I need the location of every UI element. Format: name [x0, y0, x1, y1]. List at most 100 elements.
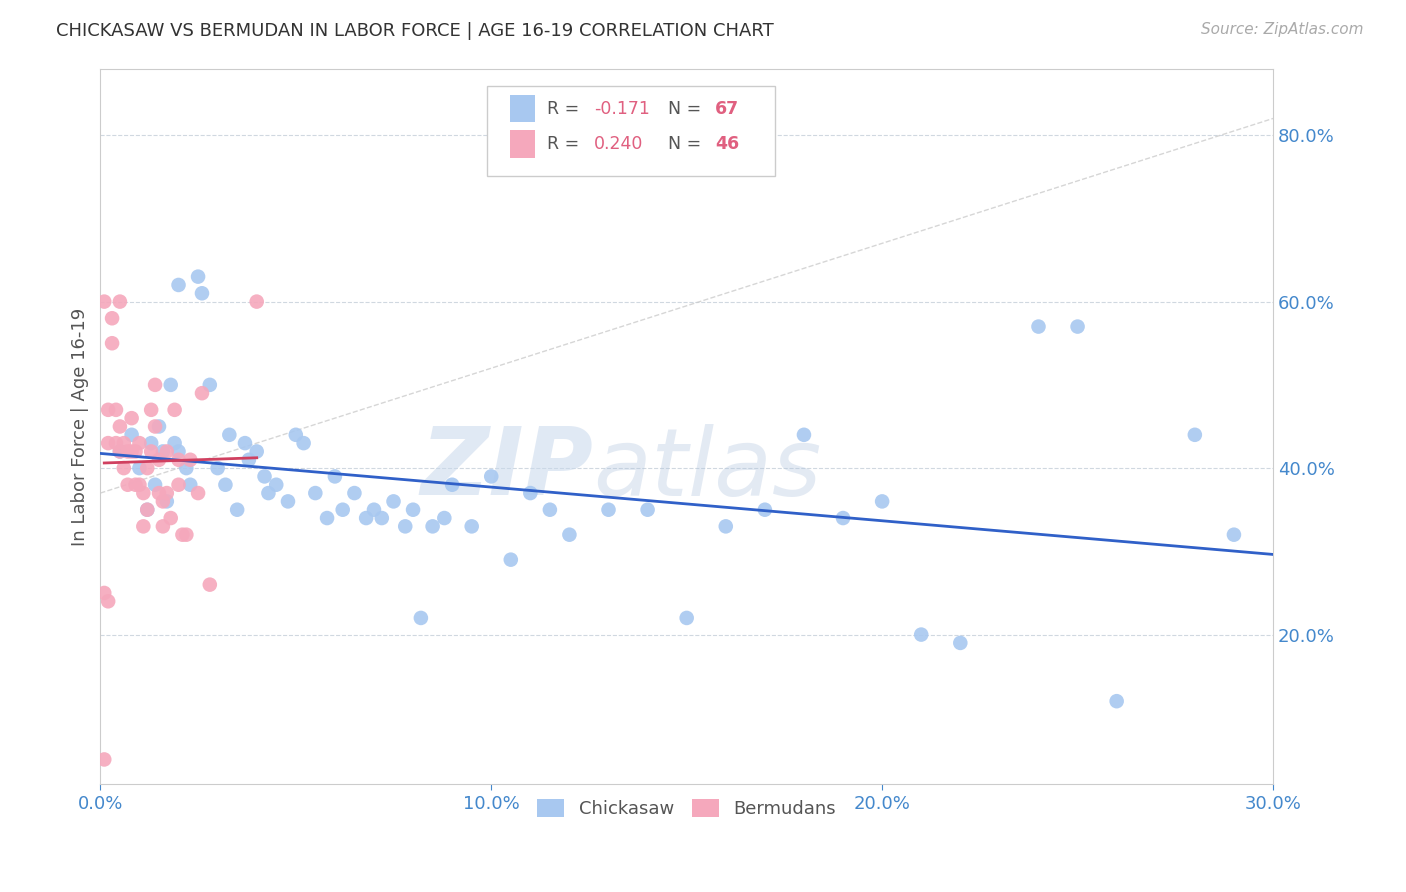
- Point: [141, 436, 163, 450]
- Point: [257, 486, 280, 500]
- Point: [218, 427, 240, 442]
- Text: 67: 67: [714, 100, 740, 118]
- Point: [143, 377, 166, 392]
- Point: [264, 477, 287, 491]
- Point: [93, 752, 115, 766]
- Point: [793, 427, 815, 442]
- Point: [176, 461, 198, 475]
- Point: [226, 502, 249, 516]
- Point: [132, 486, 155, 500]
- Point: [159, 377, 181, 392]
- Point: [101, 311, 124, 326]
- Point: [304, 486, 326, 500]
- Point: [101, 336, 124, 351]
- Point: [519, 486, 541, 500]
- Point: [187, 486, 209, 500]
- Point: [246, 294, 269, 309]
- Text: atlas: atlas: [593, 424, 821, 515]
- Point: [156, 486, 179, 500]
- Text: CHICKASAW VS BERMUDAN IN LABOR FORCE | AGE 16-19 CORRELATION CHART: CHICKASAW VS BERMUDAN IN LABOR FORCE | A…: [56, 22, 773, 40]
- Point: [128, 436, 150, 450]
- Point: [136, 461, 159, 475]
- Point: [128, 461, 150, 475]
- Point: [198, 577, 221, 591]
- Point: [163, 402, 186, 417]
- Point: [558, 527, 581, 541]
- Point: [121, 427, 143, 442]
- Point: [93, 586, 115, 600]
- Legend: Chickasaw, Bermudans: Chickasaw, Bermudans: [530, 792, 844, 825]
- Point: [128, 477, 150, 491]
- Point: [163, 436, 186, 450]
- Point: [277, 494, 299, 508]
- Text: 46: 46: [714, 135, 740, 153]
- Point: [598, 502, 620, 516]
- Point: [214, 477, 236, 491]
- Point: [637, 502, 659, 516]
- Point: [112, 461, 135, 475]
- Text: N =: N =: [658, 100, 707, 118]
- Point: [97, 594, 120, 608]
- Point: [167, 452, 190, 467]
- Point: [141, 444, 163, 458]
- Point: [117, 444, 139, 458]
- Point: [354, 511, 377, 525]
- Point: [402, 502, 425, 516]
- Point: [714, 519, 737, 533]
- Point: [207, 461, 229, 475]
- Point: [143, 477, 166, 491]
- Point: [187, 269, 209, 284]
- Point: [136, 502, 159, 516]
- Point: [332, 502, 354, 516]
- Point: [117, 477, 139, 491]
- Point: [191, 286, 214, 301]
- Point: [363, 502, 385, 516]
- Point: [382, 494, 405, 508]
- Point: [152, 494, 174, 508]
- Point: [1066, 319, 1088, 334]
- Point: [409, 611, 432, 625]
- Point: [108, 444, 131, 458]
- Point: [167, 277, 190, 292]
- Point: [870, 494, 893, 508]
- Point: [246, 444, 269, 458]
- Point: [238, 452, 260, 467]
- Text: R =: R =: [547, 100, 585, 118]
- Point: [284, 427, 307, 442]
- Point: [675, 611, 697, 625]
- Point: [152, 444, 174, 458]
- Point: [499, 552, 522, 566]
- Point: [1184, 427, 1206, 442]
- Point: [233, 436, 256, 450]
- Point: [172, 527, 194, 541]
- Point: [104, 402, 127, 417]
- Point: [141, 402, 163, 417]
- Point: [108, 419, 131, 434]
- Text: Source: ZipAtlas.com: Source: ZipAtlas.com: [1201, 22, 1364, 37]
- Text: N =: N =: [658, 135, 707, 153]
- Point: [136, 502, 159, 516]
- Point: [316, 511, 339, 525]
- Point: [371, 511, 394, 525]
- Point: [323, 469, 346, 483]
- Text: -0.171: -0.171: [595, 100, 650, 118]
- Point: [910, 627, 932, 641]
- Point: [148, 486, 170, 500]
- Point: [832, 511, 855, 525]
- Point: [156, 494, 179, 508]
- Point: [152, 519, 174, 533]
- Point: [176, 527, 198, 541]
- Point: [754, 502, 776, 516]
- Text: 0.240: 0.240: [595, 135, 644, 153]
- Point: [343, 486, 366, 500]
- Point: [148, 452, 170, 467]
- Point: [121, 444, 143, 458]
- Point: [104, 436, 127, 450]
- Point: [143, 419, 166, 434]
- Point: [156, 444, 179, 458]
- Point: [112, 436, 135, 450]
- Point: [159, 511, 181, 525]
- Point: [198, 377, 221, 392]
- Text: R =: R =: [547, 135, 585, 153]
- Point: [97, 436, 120, 450]
